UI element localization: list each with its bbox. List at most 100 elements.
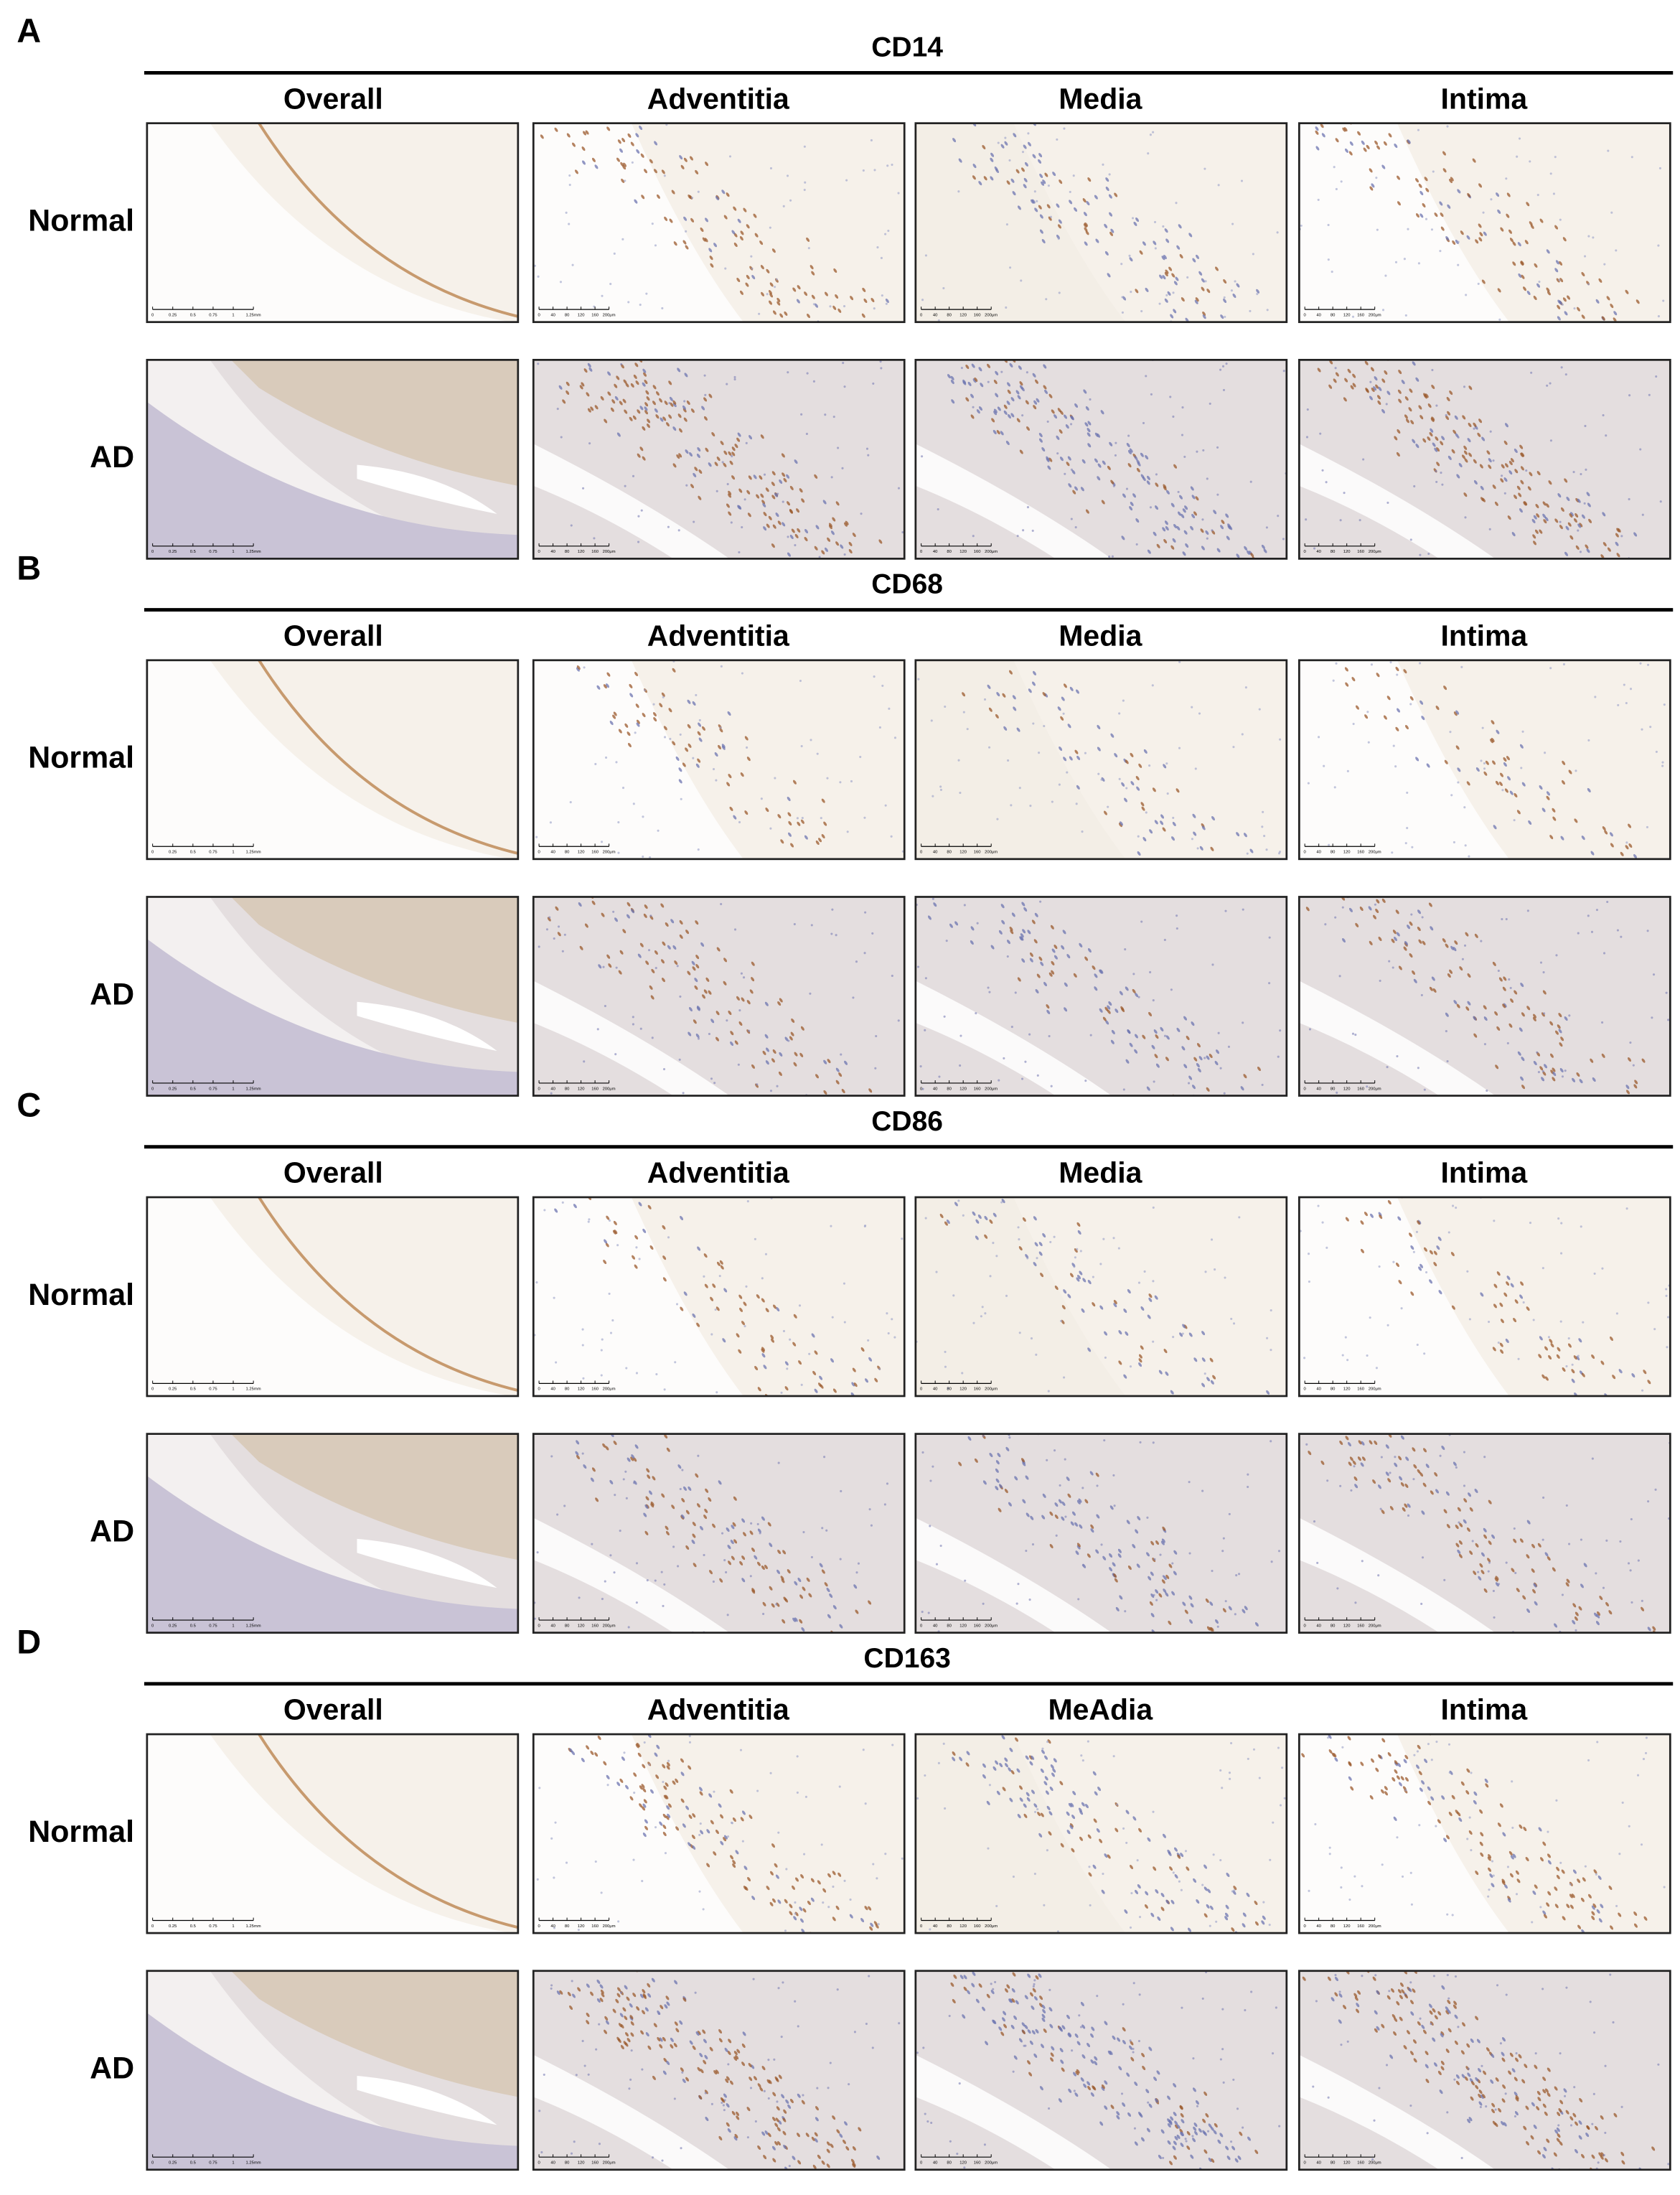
scale-label: 200μm xyxy=(603,1387,616,1392)
nucleus xyxy=(582,1452,584,1454)
scale-label: 160 xyxy=(974,1387,982,1392)
scale-label: 120 xyxy=(959,550,967,554)
row-label: Normal xyxy=(28,1278,134,1312)
nucleus xyxy=(1455,1466,1458,1469)
nucleus xyxy=(1420,1603,1422,1605)
nucleus xyxy=(837,446,839,449)
nucleus xyxy=(609,1220,611,1222)
cell xyxy=(931,1179,936,1185)
nucleus xyxy=(855,1571,858,1573)
nucleus xyxy=(875,1035,877,1037)
nucleus xyxy=(1340,1886,1342,1889)
nucleus xyxy=(1529,1222,1531,1224)
nucleus xyxy=(1384,275,1386,277)
nucleus xyxy=(1216,446,1219,449)
scale-label: 200μm xyxy=(985,1624,998,1628)
nucleus xyxy=(689,1741,691,1744)
nucleus xyxy=(757,1523,759,1525)
nucleus xyxy=(754,1238,756,1240)
nucleus xyxy=(794,1913,797,1915)
scale-label: 160 xyxy=(591,1087,599,1091)
nucleus xyxy=(648,949,650,951)
nucleus xyxy=(1013,2071,1015,2073)
nucleus xyxy=(777,1832,779,1834)
nucleus xyxy=(1361,1560,1364,1562)
nucleus xyxy=(1314,1823,1316,1825)
nucleus xyxy=(640,1028,642,1030)
nucleus xyxy=(1048,184,1050,187)
nucleus xyxy=(1214,1268,1216,1270)
nucleus xyxy=(1665,1288,1667,1290)
nucleus xyxy=(1231,223,1234,225)
cell xyxy=(1014,653,1019,659)
scale-label: 200μm xyxy=(1369,550,1381,554)
nucleus xyxy=(1449,731,1451,733)
scale-label: 80 xyxy=(947,1087,952,1091)
nucleus xyxy=(617,821,619,823)
nucleus xyxy=(1116,1804,1118,1806)
column-header: Overall xyxy=(283,1693,383,1726)
nucleus xyxy=(776,1085,778,1087)
nucleus xyxy=(1249,310,1251,312)
scale-label: 40 xyxy=(1316,1924,1321,1929)
micrograph xyxy=(916,884,1287,1115)
nucleus xyxy=(931,719,933,721)
nucleus xyxy=(554,1822,556,1824)
nucleus xyxy=(1419,662,1421,664)
nucleus xyxy=(901,1858,904,1860)
nucleus xyxy=(1547,792,1549,795)
nucleus xyxy=(668,402,670,404)
nucleus xyxy=(1418,1824,1420,1826)
nucleus xyxy=(1140,310,1142,312)
nucleus xyxy=(1036,1808,1038,1810)
nucleus xyxy=(932,898,934,900)
nucleus xyxy=(1152,1811,1154,1813)
nucleus xyxy=(1348,1899,1351,1901)
nucleus xyxy=(1000,371,1003,373)
cell xyxy=(817,569,822,575)
nucleus xyxy=(699,719,701,721)
nucleus xyxy=(1124,1610,1126,1612)
scale-label: 0.5 xyxy=(190,1087,196,1091)
nucleus xyxy=(1542,1539,1544,1541)
nucleus xyxy=(1147,152,1149,154)
nucleus xyxy=(672,1545,675,1548)
nucleus xyxy=(1075,526,1077,528)
nucleus xyxy=(1080,2026,1082,2028)
nucleus xyxy=(601,841,603,843)
nucleus xyxy=(1262,1901,1264,1904)
cell xyxy=(1346,1420,1351,1426)
nucleus xyxy=(624,485,627,487)
cell xyxy=(1242,2183,1247,2189)
nucleus xyxy=(743,976,745,978)
nucleus xyxy=(1407,228,1409,230)
nucleus xyxy=(1520,767,1522,769)
nucleus xyxy=(787,174,789,177)
micrograph xyxy=(533,879,904,1115)
nucleus xyxy=(604,1581,606,1583)
nucleus xyxy=(1376,1367,1378,1369)
nucleus xyxy=(661,307,663,309)
nucleus xyxy=(1460,666,1463,668)
micrograph xyxy=(533,113,904,340)
nucleus xyxy=(1407,1515,1409,1517)
nucleus xyxy=(1463,806,1465,808)
nucleus xyxy=(655,1373,657,1375)
nucleus xyxy=(1480,940,1482,942)
scale-label: 160 xyxy=(974,550,982,554)
nucleus xyxy=(1411,846,1413,848)
nucleus xyxy=(761,1277,764,1279)
nucleus xyxy=(1339,1485,1341,1487)
nucleus xyxy=(636,1601,638,1604)
nucleus xyxy=(1146,1517,1148,1519)
cell xyxy=(542,1718,547,1724)
nucleus xyxy=(1620,535,1623,537)
nucleus xyxy=(1493,1220,1495,1222)
nucleus xyxy=(721,665,723,668)
nucleus xyxy=(1638,1560,1640,1562)
cell xyxy=(1361,1415,1366,1421)
cell xyxy=(1183,1096,1188,1102)
cell xyxy=(1200,1412,1205,1418)
nucleus xyxy=(1224,1092,1226,1095)
nucleus xyxy=(680,734,682,736)
